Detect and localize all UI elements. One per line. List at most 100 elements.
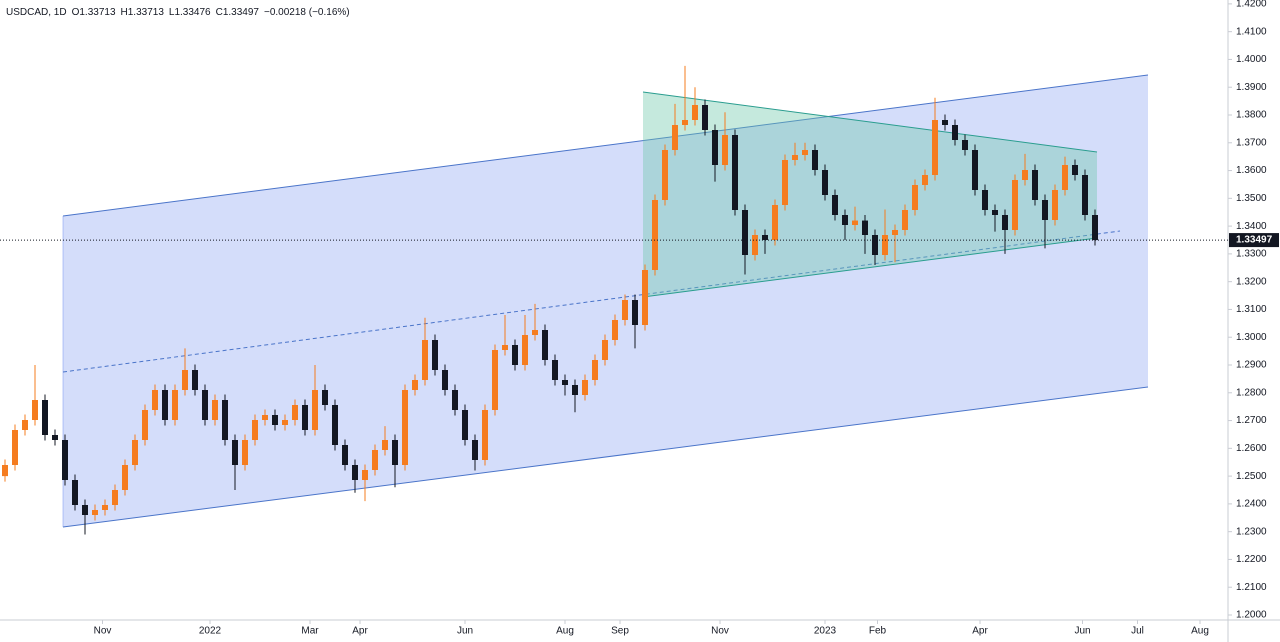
channel-mid [62, 230, 1121, 373]
candle-body [82, 505, 88, 515]
candle-body [92, 510, 98, 515]
channel-top [62, 74, 1149, 217]
candle-body [822, 170, 828, 195]
x-tick-label: 2022 [199, 626, 222, 637]
y-tick-label: 1.3500 [1236, 193, 1267, 204]
y-tick-label: 1.4100 [1236, 26, 1267, 37]
candle-body [142, 410, 148, 440]
candle-body [12, 430, 18, 465]
candle-body [212, 400, 218, 420]
candle-body [612, 320, 618, 340]
candle-body [422, 340, 428, 380]
candle-body [722, 135, 728, 165]
y-tick-label: 1.3400 [1236, 221, 1267, 232]
candle-body [672, 125, 678, 150]
candle-body [752, 235, 758, 255]
candle-body [892, 230, 898, 235]
candle-body [282, 420, 288, 425]
candle-body [202, 390, 208, 420]
candle-body [222, 400, 228, 440]
candle-body [572, 385, 578, 395]
candle-body [682, 120, 688, 125]
drawings [62, 74, 1149, 528]
candle-body [522, 335, 528, 365]
x-tick-label: Jun [1074, 626, 1090, 637]
candle-body [942, 120, 948, 125]
y-tick-label: 1.2300 [1236, 526, 1267, 537]
candle-body [842, 215, 848, 225]
candle-body [552, 360, 558, 380]
candle-body [172, 390, 178, 420]
candle-body [1092, 215, 1098, 241]
candle-body [652, 200, 658, 270]
x-tick-label: Apr [352, 626, 368, 637]
y-tick-label: 1.3900 [1236, 82, 1267, 93]
candle-body [982, 190, 988, 210]
candle-body [192, 370, 198, 390]
candle-body [912, 185, 918, 210]
y-tick-label: 1.3700 [1236, 137, 1267, 148]
last-price-tag [1229, 233, 1279, 248]
candle-body [772, 205, 778, 240]
candle-body [632, 300, 638, 325]
candle-body [122, 465, 128, 490]
candle-body [252, 420, 258, 440]
candle-body [372, 450, 378, 470]
candle-body [712, 130, 718, 165]
symbol: USDCAD, 1D [6, 7, 67, 18]
legend: USDCAD, 1D O1.33713 H1.33713 L1.33476 C1… [6, 7, 350, 18]
candle-body [182, 370, 188, 390]
candle-body [832, 195, 838, 215]
x-tick-label: Jun [457, 626, 473, 637]
candle-body [32, 400, 38, 420]
y-tick-label: 1.3800 [1236, 110, 1267, 121]
candle-body [472, 440, 478, 460]
candle-body [242, 440, 248, 465]
y-tick-label: 1.3000 [1236, 332, 1267, 343]
change: −0.00218 (−0.16%) [263, 7, 350, 18]
candle-body [272, 415, 278, 425]
candle-body [792, 155, 798, 160]
candle-body [962, 140, 968, 150]
triangle-bottom [642, 237, 1098, 298]
candle-body [762, 235, 768, 240]
candle-body [462, 410, 468, 440]
candle-body [802, 150, 808, 155]
candle-body [302, 405, 308, 430]
candle-body [622, 300, 628, 320]
x-tick-label: Mar [301, 626, 319, 637]
y-tick-label: 1.2200 [1236, 554, 1267, 565]
ohlc: H1.33713 [120, 7, 164, 18]
candle-body [312, 390, 318, 430]
candle-body [812, 150, 818, 170]
candle-body [952, 125, 958, 140]
channel-bottom [62, 386, 1149, 528]
y-tick-label: 1.3300 [1236, 249, 1267, 260]
candle-body [482, 410, 488, 460]
candle-body [872, 235, 878, 255]
candle-body [1072, 165, 1078, 175]
y-tick-label: 1.2000 [1236, 610, 1267, 621]
y-tick-label: 1.2100 [1236, 582, 1267, 593]
candle-body [592, 360, 598, 380]
candle-body [862, 220, 868, 235]
ohlc: C1.33497 [215, 7, 259, 18]
y-tick-label: 1.2800 [1236, 387, 1267, 398]
last-price-label: 1.33497 [1236, 235, 1273, 246]
y-tick-label: 1.4200 [1236, 0, 1267, 10]
candle-body [582, 380, 588, 395]
candle-body [742, 210, 748, 255]
candle-body [382, 440, 388, 450]
candle-body [332, 405, 338, 445]
candle-body [642, 270, 648, 325]
candle-body [532, 330, 538, 335]
x-tick-label: Aug [556, 626, 574, 637]
candle-body [22, 420, 28, 430]
candle-body [162, 390, 168, 420]
candle-body [322, 390, 328, 405]
candle-body [502, 345, 508, 350]
candle-body [992, 210, 998, 215]
candle-body [432, 340, 438, 370]
y-tick-label: 1.3600 [1236, 165, 1267, 176]
